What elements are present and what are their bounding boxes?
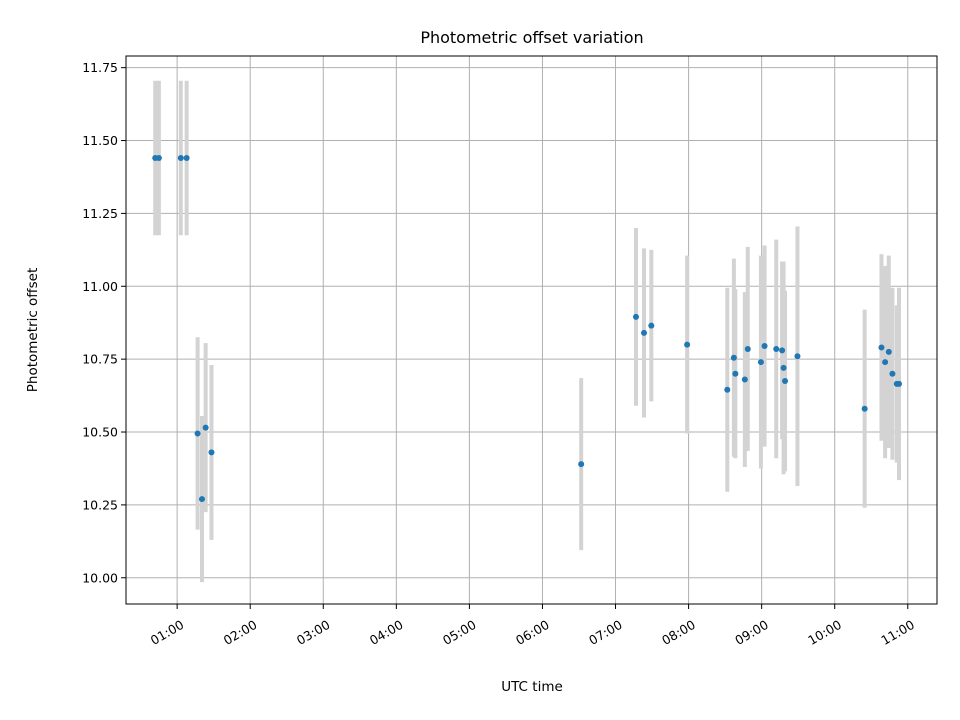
data-point	[741, 376, 748, 383]
y-tick-label: 10.25	[82, 497, 118, 512]
data-point	[208, 449, 215, 456]
y-tick-label: 11.00	[82, 279, 118, 294]
data-point	[757, 359, 764, 366]
data-point	[773, 345, 780, 352]
data-point	[684, 341, 691, 348]
data-point	[648, 322, 655, 329]
data-point	[896, 380, 903, 387]
data-point	[155, 155, 162, 162]
data-point	[794, 353, 801, 360]
data-point	[744, 345, 751, 352]
plot-frame	[125, 55, 938, 605]
data-point	[578, 461, 585, 468]
y-tick-label: 10.50	[82, 425, 118, 440]
y-tick-label: 11.75	[82, 60, 118, 75]
data-point	[779, 347, 786, 354]
y-tick-label: 10.00	[82, 570, 118, 585]
data-point	[889, 370, 896, 377]
data-point	[632, 313, 639, 320]
data-point	[641, 329, 648, 336]
grid	[126, 56, 937, 604]
markers	[152, 155, 903, 503]
x-axis-label: UTC time	[501, 679, 563, 695]
data-point	[202, 424, 209, 431]
y-tick-label: 11.50	[82, 133, 118, 148]
y-axis-label: Photometric offset	[25, 268, 41, 392]
data-point	[782, 378, 789, 385]
data-point	[882, 359, 889, 366]
data-point	[198, 496, 205, 503]
data-point	[730, 354, 737, 361]
y-axis: 10.00 10.25 10.50 10.75 11.00 11.25 11.50 11.75	[82, 60, 126, 585]
data-point	[885, 348, 892, 355]
data-point	[724, 386, 731, 393]
data-point	[861, 405, 868, 412]
data-point	[177, 155, 184, 162]
data-point	[780, 364, 787, 371]
data-point	[194, 430, 201, 437]
data-point	[732, 370, 739, 377]
data-point	[878, 344, 885, 351]
chart-title: Photometric offset variation	[420, 28, 643, 47]
data-point	[183, 155, 190, 162]
y-tick-label: 11.25	[82, 206, 118, 221]
data-point	[761, 343, 768, 350]
y-tick-label: 10.75	[82, 352, 118, 367]
